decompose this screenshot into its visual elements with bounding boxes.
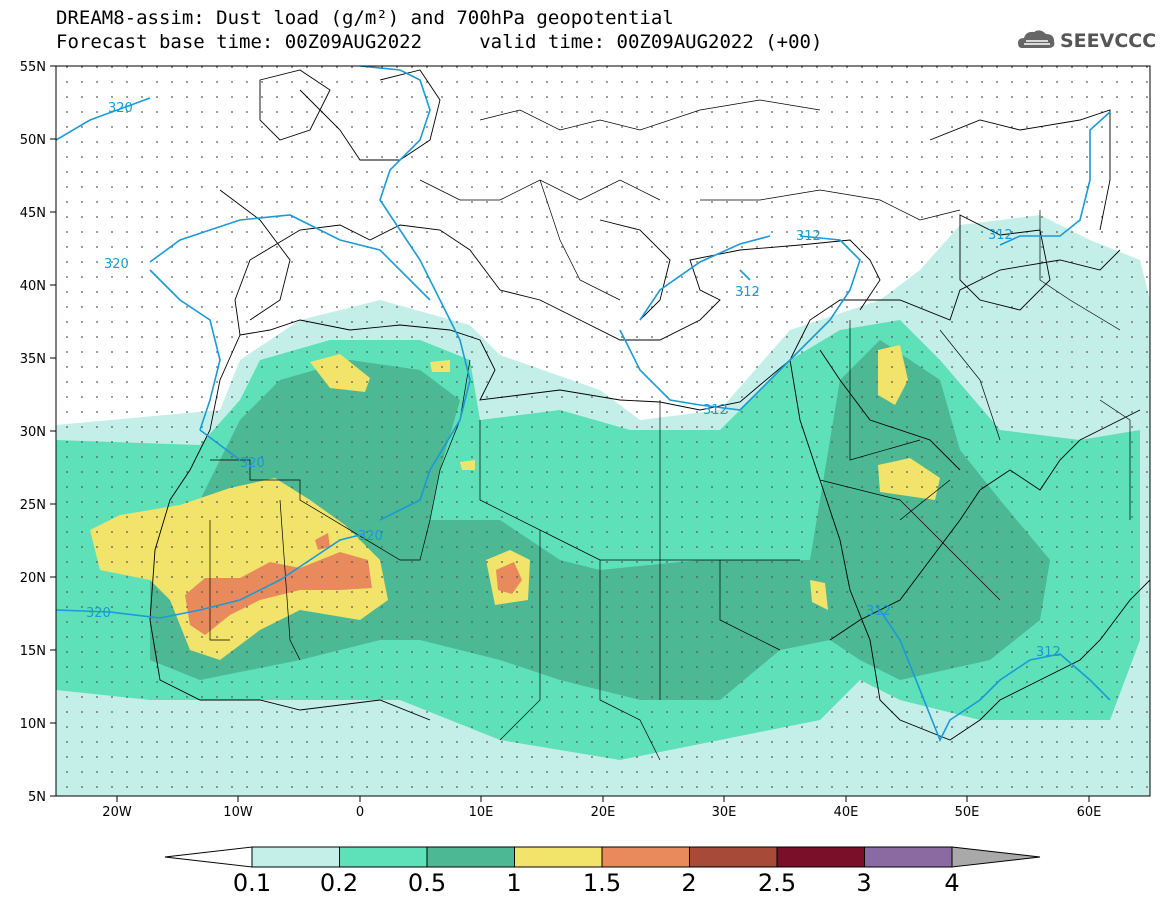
- lat-label: 30N: [20, 425, 46, 440]
- colorbar-label: 4: [944, 869, 960, 897]
- contour-label: 320: [108, 101, 133, 116]
- colorbar-segment: [689, 846, 778, 868]
- chart-title: DREAM8-assim: Dust load (g/m²) and 700hP…: [56, 7, 674, 29]
- lon-label: 40E: [834, 805, 859, 820]
- lon-label: 60E: [1077, 805, 1102, 820]
- lat-label: 45N: [20, 206, 46, 221]
- lat-label: 5N: [28, 790, 46, 805]
- colorbar-segment: [776, 846, 865, 868]
- lat-label: 35N: [20, 352, 46, 367]
- lat-label: 10N: [20, 717, 46, 732]
- contour-label: 312: [735, 285, 760, 300]
- colorbar-segment: [514, 846, 603, 868]
- colorbar-label: 0.2: [319, 869, 359, 897]
- contour-label: 320: [104, 257, 129, 272]
- colorbar-label: 1: [506, 869, 522, 897]
- contour-label: 320: [240, 456, 265, 471]
- geopotential-contours: [56, 66, 1111, 742]
- colorbar-segment: [426, 846, 515, 868]
- contour-label: 320: [358, 529, 383, 544]
- colorbar-segment: [601, 846, 690, 868]
- lon-label: 0: [356, 805, 364, 820]
- contour-label: 320: [86, 606, 111, 621]
- borders: [209, 99, 1131, 761]
- contour-label: 312: [1036, 645, 1061, 660]
- colorbar-label: 0.1: [232, 869, 272, 897]
- colorbar-segment: [251, 846, 340, 868]
- lon-label: 20W: [102, 805, 132, 820]
- lon-label: 20E: [591, 805, 616, 820]
- colorbar-low-arrow: [164, 846, 253, 868]
- lat-label: 40N: [20, 279, 46, 294]
- colorbar-segment: [864, 846, 953, 868]
- lon-label: 10E: [469, 805, 494, 820]
- colorbar-high-arrow: [951, 846, 1041, 868]
- colorbar: [164, 846, 1041, 868]
- colorbar-label: 1.5: [582, 869, 622, 897]
- lat-label: 55N: [20, 60, 46, 75]
- lat-label: 20N: [20, 571, 46, 586]
- colorbar-segment: [339, 846, 428, 868]
- colorbar-label: 0.5: [407, 869, 447, 897]
- colorbar-label: 2: [681, 869, 697, 897]
- cloud-icon: [1018, 30, 1055, 48]
- contour-label: 312: [866, 604, 891, 619]
- lon-label: 50E: [955, 805, 980, 820]
- lon-label: 30E: [712, 805, 737, 820]
- lat-label: 50N: [20, 133, 46, 148]
- contour-label: 312: [988, 228, 1013, 243]
- lon-label: 10W: [223, 805, 253, 820]
- logo-text: SEEVCCC: [1060, 30, 1157, 52]
- contour-label: 312: [703, 403, 728, 418]
- colorbar-label: 3: [856, 869, 872, 897]
- colorbar-label: 2.5: [757, 869, 797, 897]
- axis-ticks: [50, 65, 1090, 802]
- coastlines: [149, 69, 1150, 741]
- lat-label: 15N: [20, 644, 46, 659]
- contour-label: 312: [796, 229, 821, 244]
- lat-label: 25N: [20, 498, 46, 513]
- chart-subtitle: Forecast base time: 00Z09AUG2022 valid t…: [56, 31, 823, 53]
